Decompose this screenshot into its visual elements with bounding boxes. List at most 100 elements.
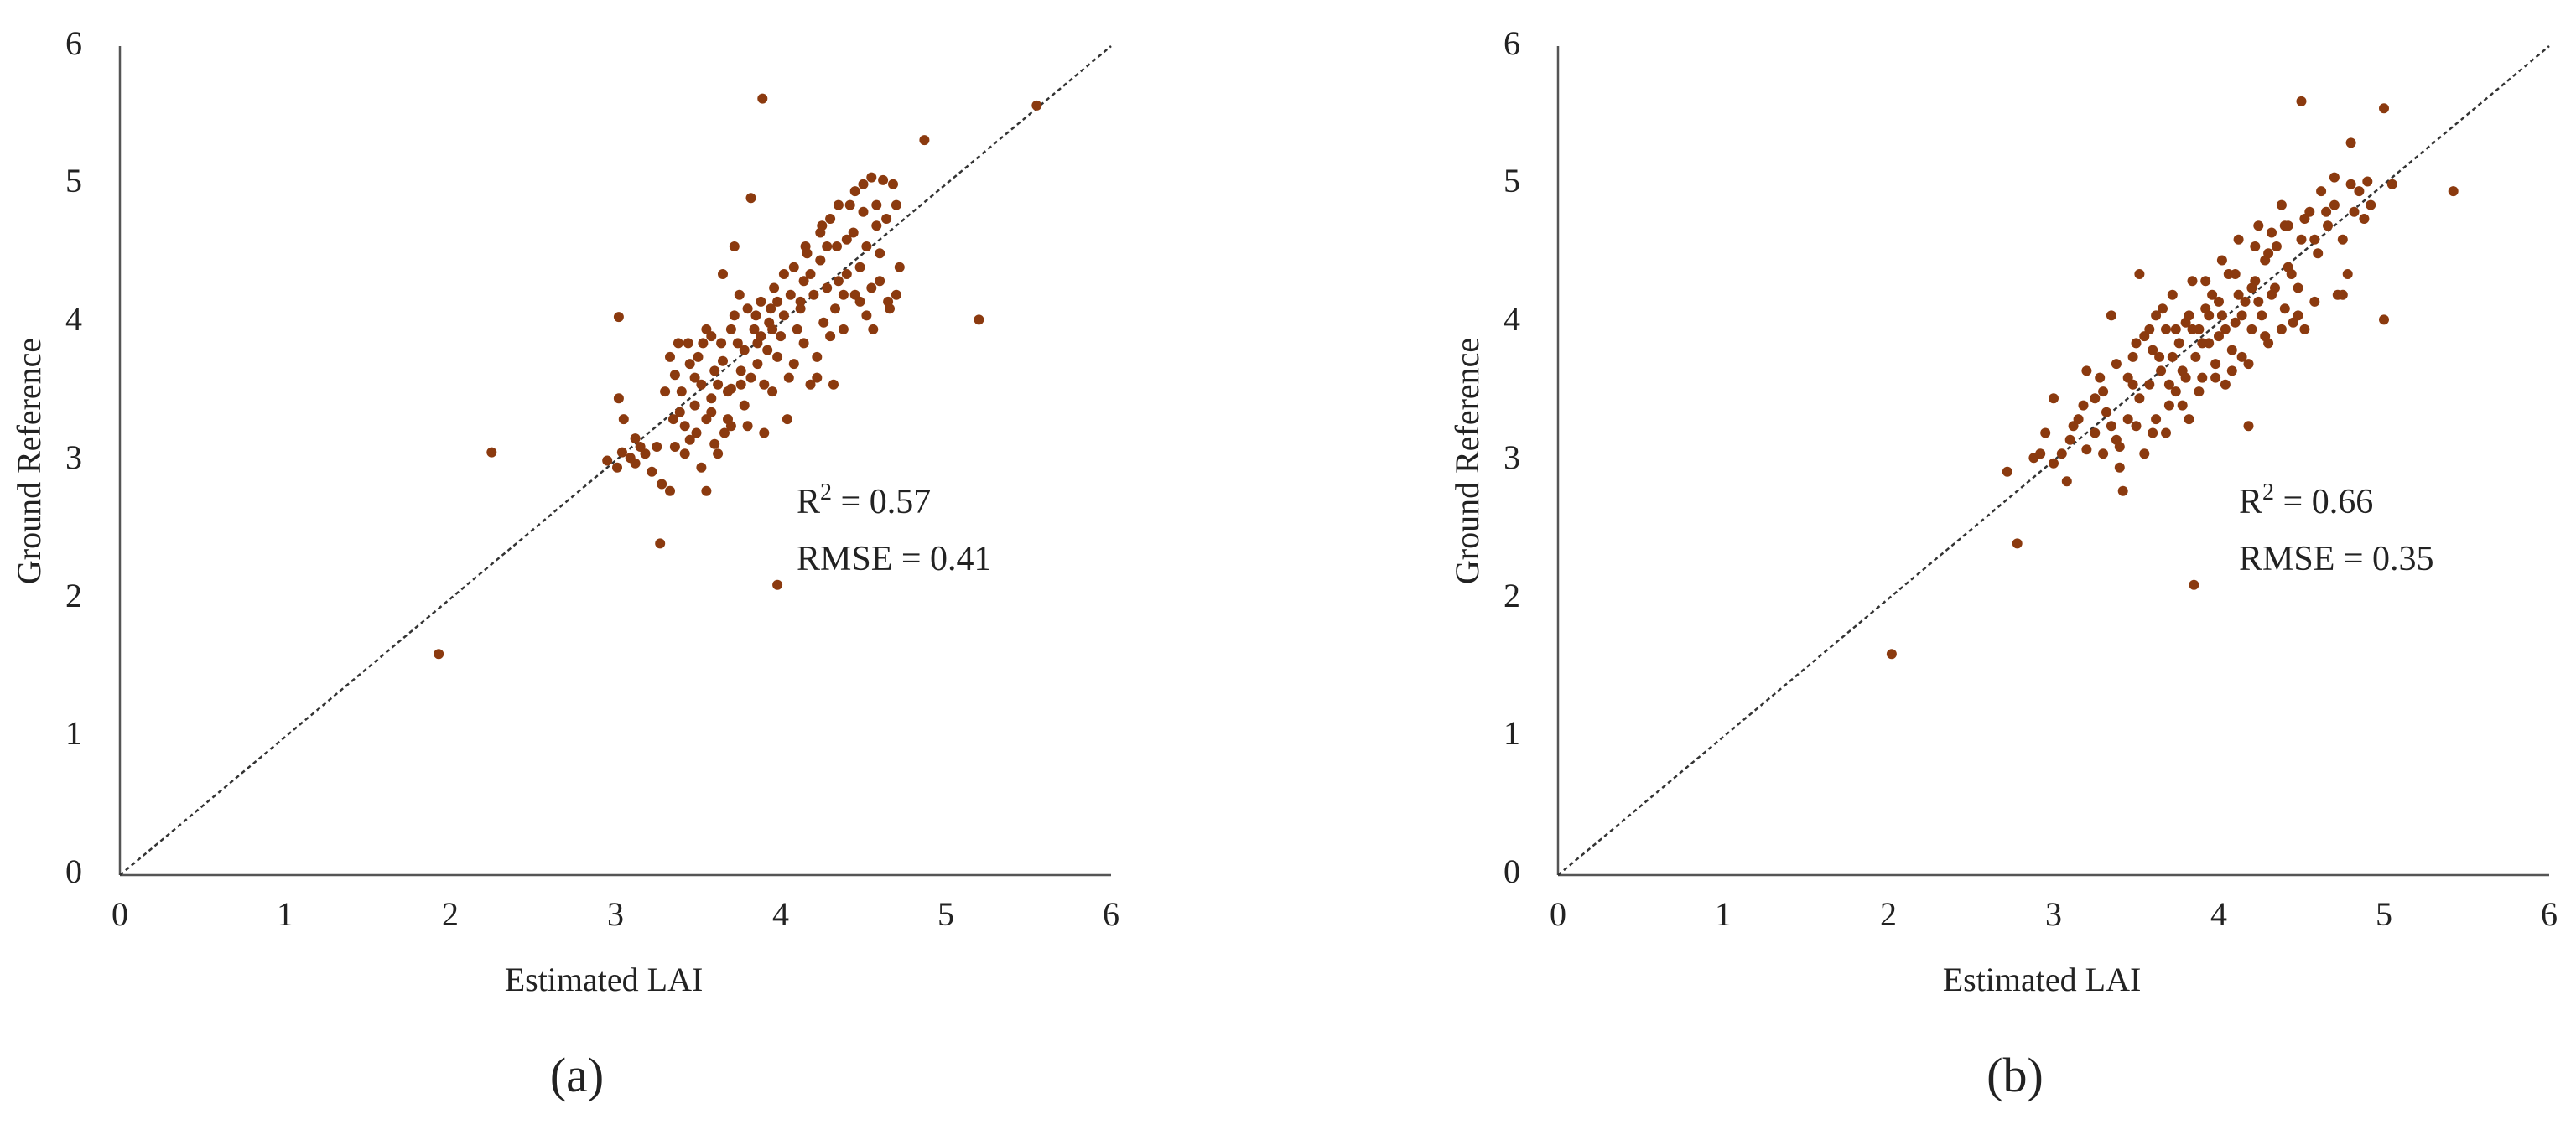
data-point <box>854 262 865 272</box>
data-point <box>2366 199 2376 210</box>
data-point <box>2002 466 2012 477</box>
data-point <box>2321 206 2332 217</box>
data-point <box>2210 372 2221 383</box>
x-tick-label: 2 <box>442 895 459 933</box>
data-point <box>2167 351 2178 362</box>
data-point <box>698 338 709 349</box>
data-point <box>2220 379 2231 390</box>
data-point <box>647 466 657 477</box>
data-point <box>838 324 849 334</box>
data-point <box>2349 206 2360 217</box>
data-point <box>713 448 724 459</box>
x-tick-label: 4 <box>772 895 789 933</box>
data-point <box>2243 421 2254 432</box>
data-point <box>812 372 823 383</box>
data-point <box>2081 365 2092 376</box>
data-point <box>696 462 707 473</box>
data-point <box>2316 186 2327 197</box>
data-point <box>785 289 796 300</box>
data-point <box>2329 172 2340 183</box>
data-point <box>2323 220 2333 231</box>
data-point <box>2216 310 2227 321</box>
data-point <box>2253 220 2264 231</box>
data-point <box>689 400 700 411</box>
data-point <box>833 199 844 210</box>
data-point <box>2184 414 2194 425</box>
data-point <box>739 345 750 355</box>
data-point <box>2337 289 2348 300</box>
x-tick-label: 0 <box>112 895 128 933</box>
data-point <box>2253 296 2264 307</box>
y-tick-label: 2 <box>1504 577 1520 614</box>
data-point <box>2114 462 2125 473</box>
x-tick-label: 4 <box>2210 895 2227 933</box>
x-tick-label: 0 <box>1550 895 1566 933</box>
data-point <box>805 269 816 279</box>
data-point <box>2226 345 2237 355</box>
data-point <box>778 269 789 279</box>
data-point <box>676 386 687 397</box>
data-point <box>2190 351 2201 362</box>
panel-caption-a: (a) <box>550 1048 604 1102</box>
data-point <box>767 324 778 334</box>
chart-panel-a: 0 1 2 3 4 5 6 0 1 2 3 4 5 6 Estimated LA… <box>10 24 1119 1102</box>
y-tick-label: 1 <box>65 714 82 752</box>
data-point <box>665 351 675 362</box>
data-point <box>719 427 730 438</box>
r-squared-label: R2 = 0.57 <box>797 479 931 521</box>
panel-caption-b: (b) <box>1987 1048 2044 1102</box>
data-point <box>2271 241 2282 251</box>
data-point <box>759 379 770 390</box>
data-point <box>2180 372 2191 383</box>
data-point <box>762 345 773 355</box>
r-squared-label: R2 = 0.66 <box>2239 479 2373 521</box>
data-point <box>2270 282 2280 293</box>
data-point <box>2158 303 2168 314</box>
data-point <box>2154 351 2165 362</box>
data-point <box>844 199 855 210</box>
data-point <box>613 312 624 323</box>
data-point <box>2170 386 2181 397</box>
data-point <box>841 269 852 279</box>
data-point <box>875 248 886 259</box>
data-point <box>833 276 844 287</box>
data-point <box>2214 331 2224 342</box>
data-point <box>2299 214 2310 224</box>
data-point <box>875 276 886 287</box>
data-point <box>612 462 622 473</box>
data-point <box>1886 649 1897 660</box>
data-point <box>2078 400 2089 411</box>
data-point <box>668 414 678 425</box>
data-point <box>2345 179 2356 189</box>
data-points <box>1886 96 2459 660</box>
x-tick-label: 3 <box>2045 895 2062 933</box>
data-point <box>602 455 613 466</box>
data-point <box>696 379 707 390</box>
data-point <box>665 485 675 496</box>
data-point <box>2040 427 2051 438</box>
data-point <box>2056 448 2067 459</box>
data-point <box>2156 365 2167 376</box>
data-point <box>2230 269 2241 279</box>
y-axis-title: Ground Reference <box>10 338 48 584</box>
data-point <box>832 241 842 251</box>
data-point <box>2061 476 2072 487</box>
data-point <box>2283 220 2293 231</box>
data-point <box>434 649 444 660</box>
data-point <box>2379 314 2389 325</box>
data-point <box>2257 310 2267 321</box>
data-point <box>778 310 789 321</box>
data-point <box>2122 414 2133 425</box>
data-point <box>2139 448 2150 459</box>
data-point <box>2286 269 2297 279</box>
data-point <box>735 365 746 376</box>
data-point <box>2134 269 2145 279</box>
data-point <box>808 289 819 300</box>
data-point <box>679 448 690 459</box>
data-point <box>2313 248 2324 259</box>
y-tick-labels: 0 1 2 3 4 5 6 <box>1504 24 1520 890</box>
data-point <box>776 331 786 342</box>
y-tick-label: 6 <box>1504 24 1520 62</box>
data-point <box>655 538 666 549</box>
data-point <box>2204 310 2215 321</box>
